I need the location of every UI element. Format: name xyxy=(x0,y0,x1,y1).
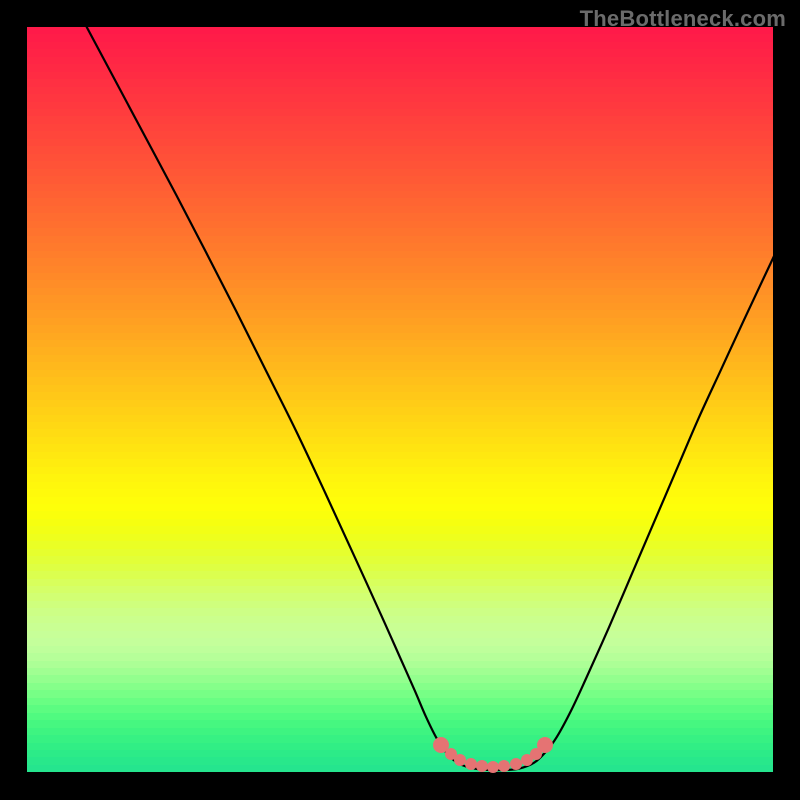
curve-marker xyxy=(537,737,553,753)
curve-marker xyxy=(454,754,466,766)
curve-marker xyxy=(487,761,499,773)
curve-marker xyxy=(465,758,477,770)
plot-area xyxy=(27,27,773,773)
curve-marker xyxy=(510,758,522,770)
curve-marker xyxy=(498,760,510,772)
marker-layer xyxy=(27,27,773,773)
chart-frame: TheBottleneck.com xyxy=(0,0,800,800)
watermark-text: TheBottleneck.com xyxy=(580,6,786,32)
curve-marker xyxy=(476,760,488,772)
